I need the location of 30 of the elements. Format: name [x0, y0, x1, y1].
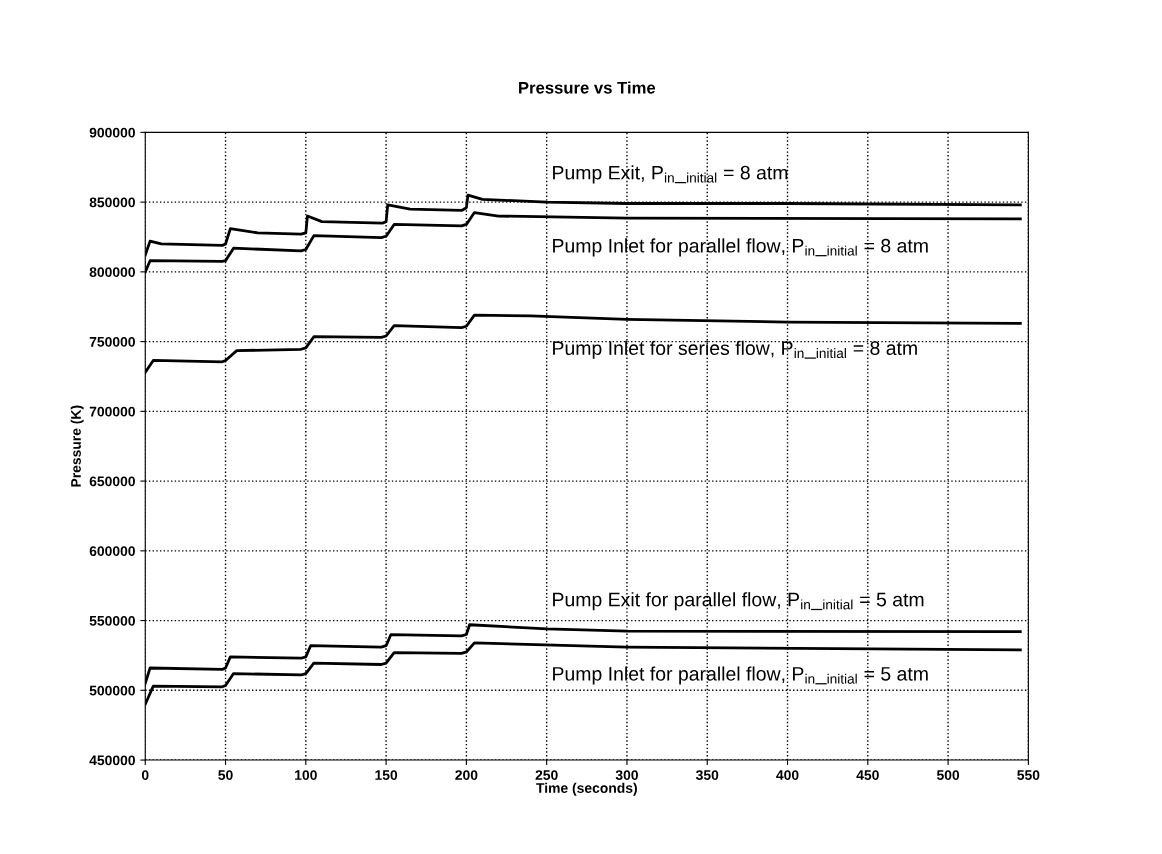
- series-label: Pump Inlet for parallel flow, P$_{in}$_$_{initial}$ = 8 atm: [553, 238, 928, 257]
- y-tick-label: 500000: [89, 685, 135, 696]
- x-tick-label: 350: [695, 770, 719, 780]
- x-tick-label: 250: [535, 770, 558, 780]
- x-axis-title: Time (seconds): [536, 782, 637, 796]
- y-tick-label: 650000: [89, 476, 135, 487]
- x-tick-label: 150: [375, 770, 398, 780]
- y-tick-label: 850000: [89, 197, 135, 208]
- y-axis-title: Pressure (K): [70, 405, 84, 487]
- y-tick-label: 750000: [89, 336, 135, 347]
- series-label: Pump Inlet for parallel flow, P$_{in}$_$_{initial}$ = 5 atm: [553, 666, 928, 685]
- chart-title: Pressure vs Time: [519, 81, 656, 94]
- y-tick-label: 550000: [89, 615, 135, 626]
- x-tick-label: 100: [295, 770, 317, 780]
- y-tick-label: 800000: [89, 267, 135, 278]
- y-tick-label: 450000: [89, 755, 135, 766]
- x-tick-label: 500: [936, 770, 960, 780]
- x-tick-label: 550: [1017, 770, 1040, 780]
- x-tick-label: 450: [856, 770, 879, 780]
- series-label: Pump Inlet for series flow, P$_{in}$_$_{initial}$ = 8 atm: [553, 340, 917, 359]
- x-tick-label: 50: [218, 770, 233, 780]
- y-tick-label: 700000: [89, 406, 135, 417]
- series-label: Pump Exit for parallel flow, P$_{in}$_$_{initial}$ = 5 atm: [553, 592, 924, 611]
- x-tick-label: 0: [141, 770, 149, 780]
- y-tick-label: 600000: [89, 546, 135, 556]
- series-label: Pump Exit, P$_{in}$_$_{initial}$ = 8 atm: [553, 165, 788, 184]
- x-tick-label: 300: [615, 770, 638, 780]
- x-tick-label: 200: [455, 770, 478, 780]
- x-tick-label: 400: [776, 770, 799, 780]
- y-tick-label: 900000: [89, 127, 135, 138]
